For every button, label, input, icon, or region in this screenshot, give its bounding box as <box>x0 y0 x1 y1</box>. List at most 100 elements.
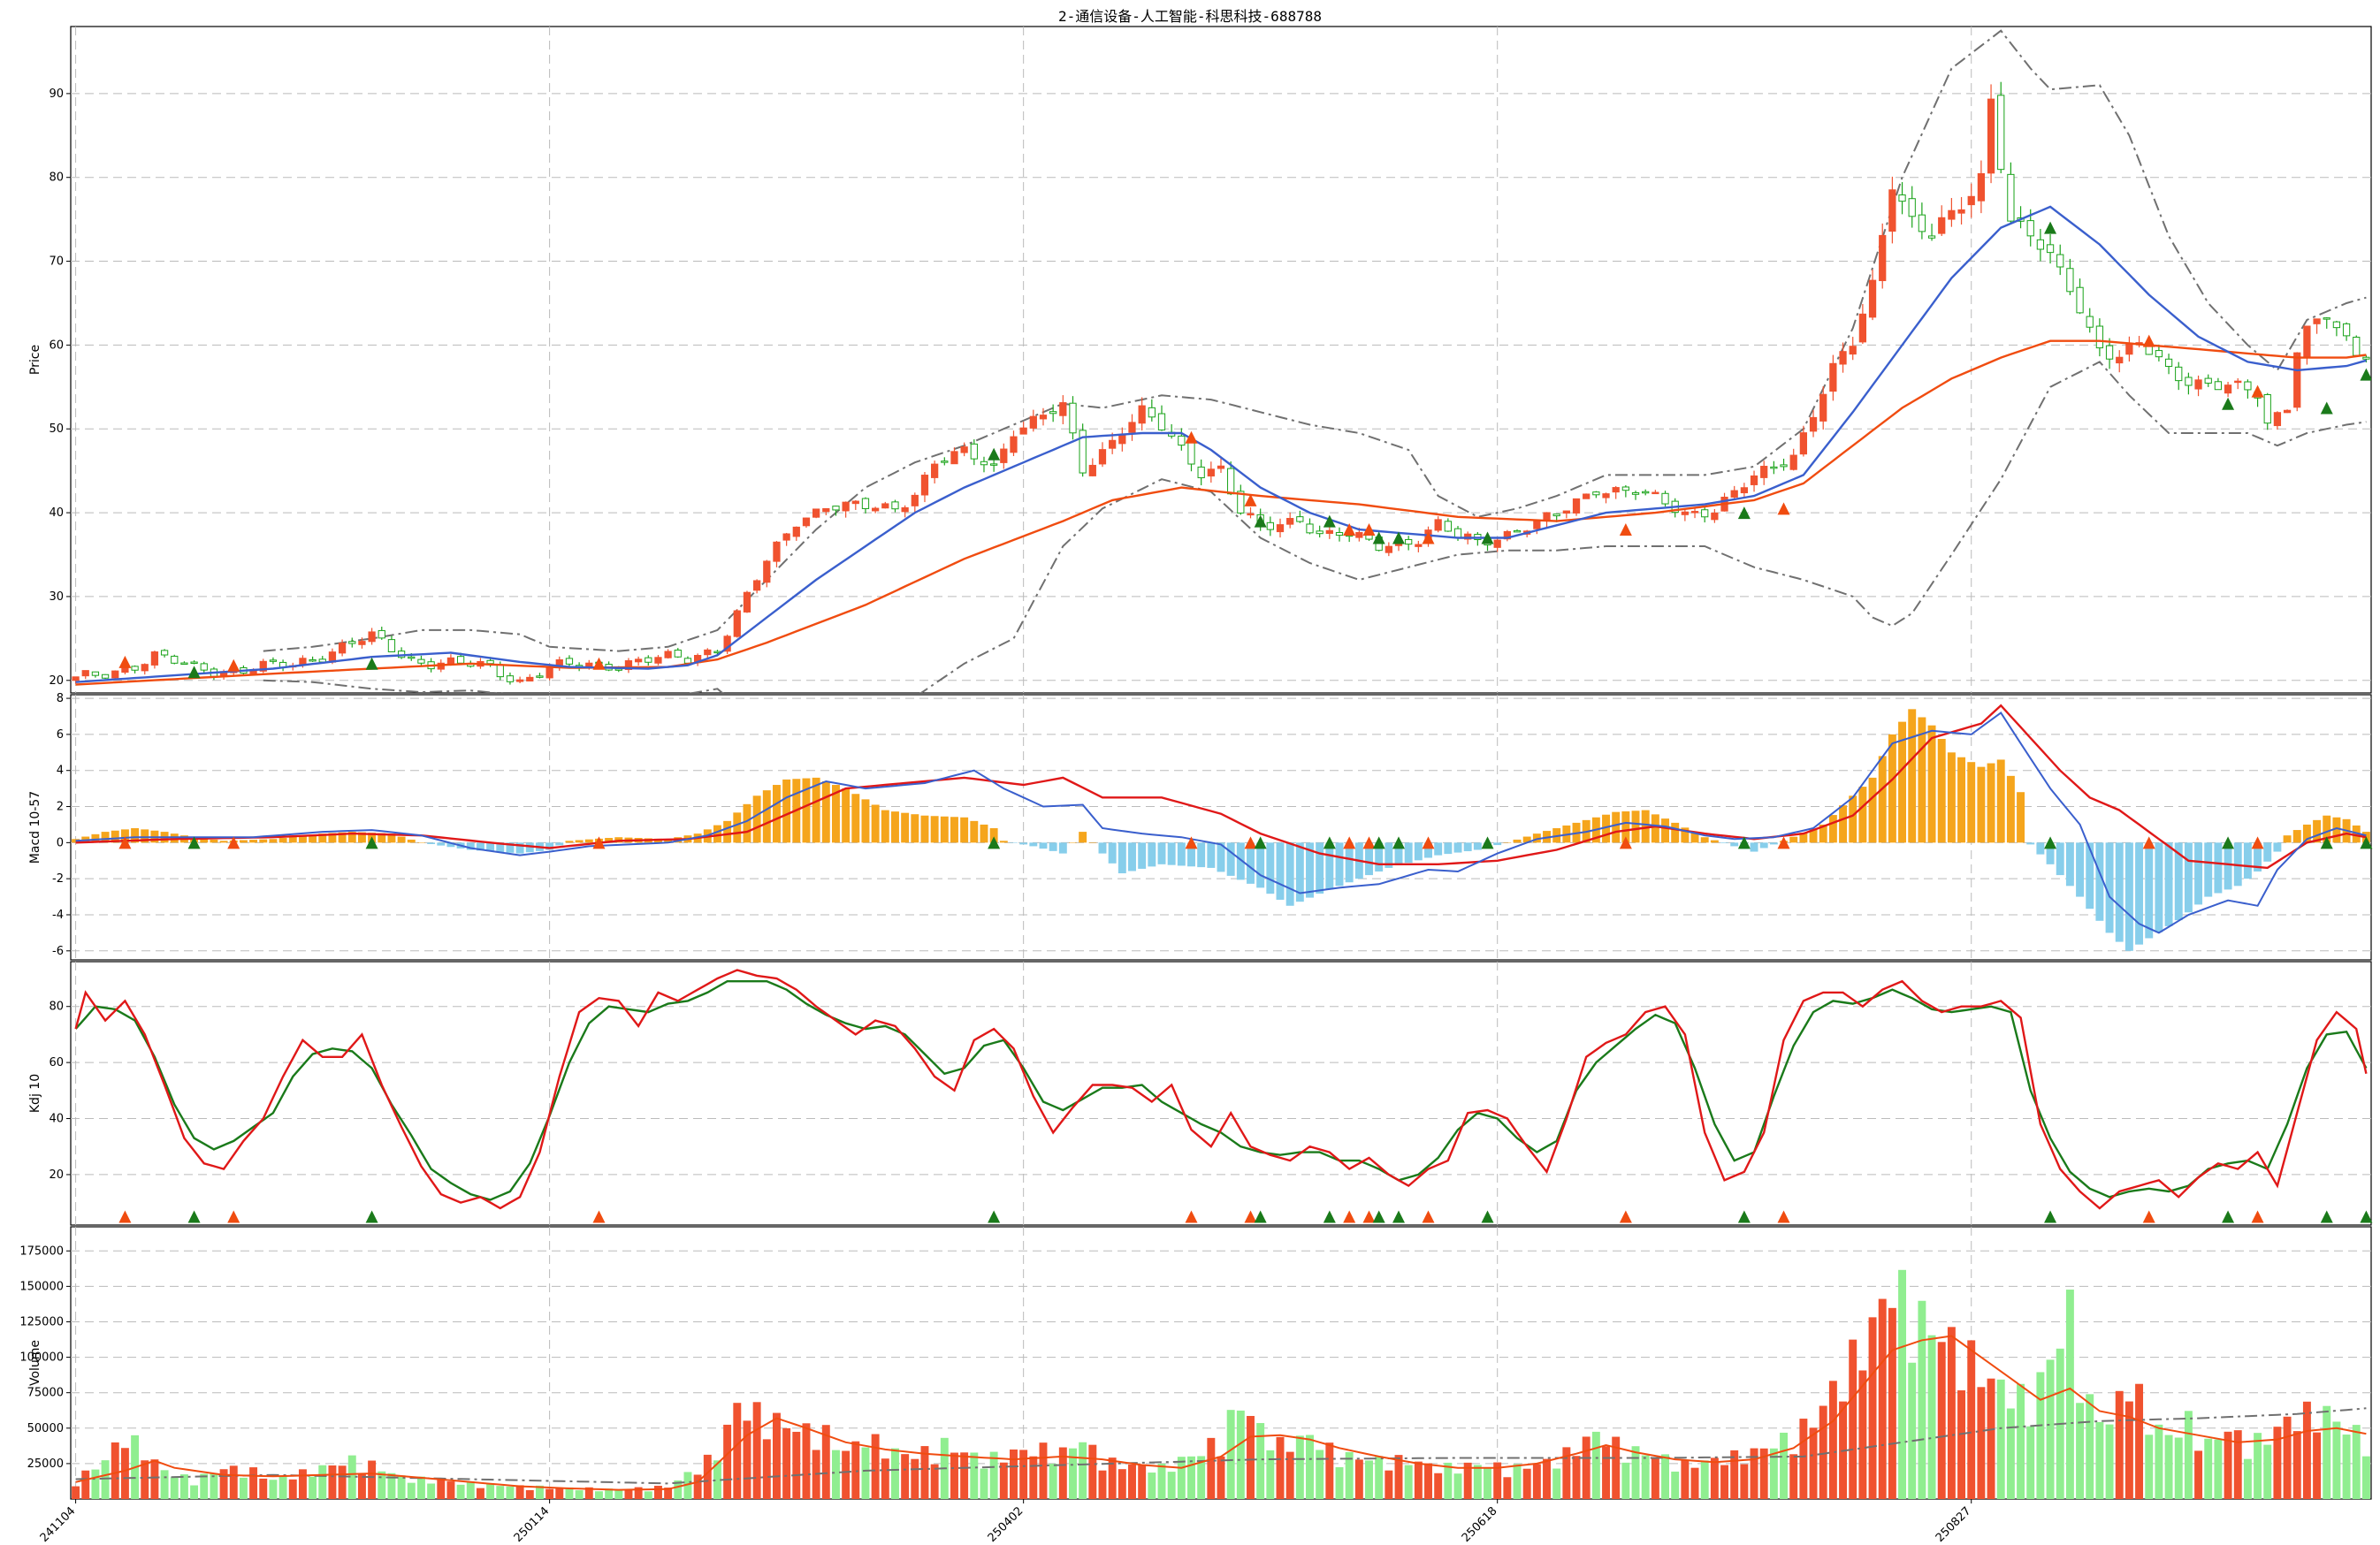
candle-body <box>802 517 811 527</box>
macd-hist-bar <box>2046 842 2055 864</box>
candle-body <box>2353 336 2361 356</box>
y-tick-label: 50000 <box>27 1422 64 1435</box>
volume-bar <box>120 1448 129 1499</box>
volume-bar <box>999 1462 1008 1499</box>
volume-bar <box>1029 1456 1038 1499</box>
candle-body <box>1948 209 1956 220</box>
candle-body <box>1642 491 1650 494</box>
volume-bar <box>792 1431 801 1499</box>
buy-signal-marker <box>2251 836 2264 849</box>
volume-bar <box>2164 1435 2173 1499</box>
macd-hist-bar <box>723 820 732 843</box>
macd-hist-bar <box>911 814 919 843</box>
macd-hist-bar <box>2194 842 2203 905</box>
buy-signal-marker <box>1185 836 1198 849</box>
macd-hist-bar <box>249 840 258 843</box>
candle-body <box>91 671 100 676</box>
volume-bar <box>1828 1381 1837 1499</box>
candle-body <box>1088 464 1096 476</box>
y-axis-label: Macd 10-57 <box>28 791 42 864</box>
buy-signal-marker <box>1244 493 1257 506</box>
macd-hist-bar <box>1927 725 1936 843</box>
buy-signal-marker <box>1777 502 1790 515</box>
candle-body <box>1711 512 1719 521</box>
volume-bar <box>851 1441 860 1499</box>
volume-bar <box>653 1485 662 1499</box>
macd-hist-bar <box>2313 819 2322 843</box>
candle-body <box>634 658 643 663</box>
volume-bar <box>1809 1427 1818 1499</box>
macd-hist-bar <box>1819 824 1827 843</box>
volume-bar <box>1710 1457 1719 1499</box>
macd-hist-bar <box>1118 842 1126 874</box>
macd-hist-bar <box>1839 805 1848 843</box>
volume-bar <box>733 1403 742 1499</box>
macd-hist-bar <box>901 812 910 843</box>
volume-bar <box>2076 1403 2085 1499</box>
volume-bar <box>1759 1448 1768 1499</box>
volume-bar <box>1079 1442 1087 1499</box>
candle-body <box>1039 415 1048 420</box>
volume-bar <box>1700 1460 1709 1499</box>
volume-bar <box>1236 1410 1245 1499</box>
panel-volume: 25000 50000 75000 100000 125000 150000 175000 V… <box>19 1226 2372 1545</box>
candle-body <box>1987 98 1995 174</box>
macd-hist-bar <box>713 825 721 843</box>
volume-bar <box>1434 1473 1443 1499</box>
macd-hist-bar <box>2263 842 2272 862</box>
candle-body <box>1849 346 1857 355</box>
volume-bar <box>2115 1390 2124 1499</box>
volume-bar <box>1217 1456 1225 1499</box>
sell-signal-marker <box>1481 836 1494 849</box>
candle-body <box>1898 194 1906 202</box>
sell-signal-marker <box>365 836 378 849</box>
macd-hist-bar <box>1039 842 1048 849</box>
candle-body <box>1000 448 1008 463</box>
macd-hist-bar <box>1898 721 1907 843</box>
volume-bar <box>2124 1401 2133 1499</box>
macd-hist-bar <box>1394 842 1403 866</box>
macd-hist-bar <box>1345 842 1354 883</box>
macd-hist-bar <box>338 832 347 843</box>
candle-body <box>456 656 465 664</box>
macd-hist-bar <box>2283 835 2292 843</box>
buy-signal-marker <box>1619 1210 1632 1223</box>
volume-bar <box>674 1480 683 1499</box>
volume-bar <box>1690 1467 1699 1499</box>
macd-hist-bar <box>2124 842 2133 951</box>
sell-signal-marker <box>1323 514 1336 528</box>
volume-bar <box>920 1446 929 1499</box>
candle-body <box>881 503 889 509</box>
macd-hist-bar <box>378 833 386 843</box>
candle-body <box>1927 235 1936 239</box>
candle-body <box>1453 528 1462 538</box>
y-tick-label: 50 <box>49 422 64 436</box>
candle-body <box>408 656 416 659</box>
candle-body <box>446 657 455 665</box>
candle-body <box>2293 352 2301 408</box>
macd-hist-bar <box>496 842 505 852</box>
candle-body <box>2313 318 2321 324</box>
volume-bar <box>2352 1425 2361 1499</box>
sell-signal-marker <box>1372 836 1385 849</box>
volume-bar <box>1285 1451 1294 1499</box>
volume-bar <box>762 1439 771 1499</box>
volume-bar <box>1720 1465 1729 1499</box>
volume-bar <box>1562 1447 1571 1499</box>
volume-bar <box>328 1465 337 1499</box>
volume-bar <box>782 1427 791 1499</box>
candle-body <box>654 657 662 664</box>
volume-bar <box>1493 1462 1502 1499</box>
macd-hist-bar <box>2056 842 2064 876</box>
candle-body <box>2214 381 2223 391</box>
sell-signal-marker <box>988 836 1001 849</box>
buy-signal-marker <box>227 836 240 849</box>
volume-bar <box>1049 1464 1057 1499</box>
candle-body <box>1010 436 1018 453</box>
candle-body <box>2332 321 2341 329</box>
candle-body <box>338 643 347 654</box>
macd-hist-bar <box>2164 842 2173 926</box>
candle-body <box>1879 234 1887 282</box>
candle-body <box>1266 521 1274 530</box>
buy-signal-marker <box>1244 1210 1257 1223</box>
